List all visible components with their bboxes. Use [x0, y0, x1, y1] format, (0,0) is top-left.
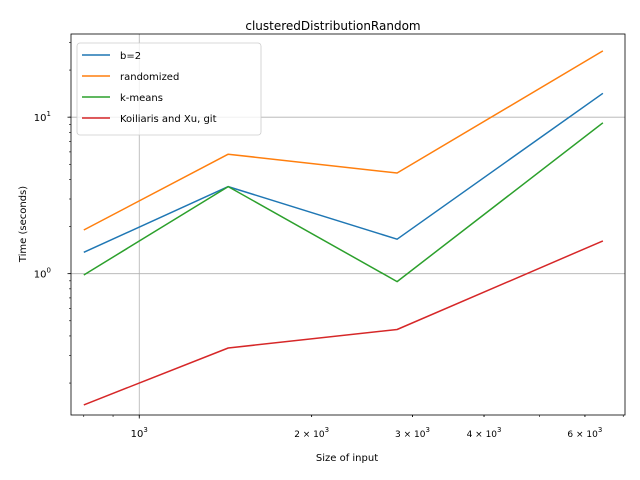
legend-label: randomized [120, 72, 179, 83]
x-tick-label: 4 × 103 [467, 426, 502, 440]
chart-title: clusteredDistributionRandom [245, 19, 420, 33]
x-tick-label: 6 × 103 [567, 426, 602, 440]
series-line-2 [83, 50, 604, 231]
plot-frame [70, 33, 626, 416]
series-group [83, 50, 604, 406]
y-tick-label: 100 [34, 267, 51, 281]
series-line-3 [83, 122, 604, 283]
series-line-1 [83, 92, 604, 253]
y-axis: 100 101 [34, 42, 71, 384]
x-axis: 103 2 × 103 3 × 103 4 × 103 6 × 103 [83, 415, 624, 440]
x-tick-label: 2 × 103 [294, 426, 329, 440]
legend-label: b=2 [120, 51, 141, 62]
x-tick-label: 3 × 103 [395, 426, 430, 440]
legend-label: k-means [120, 93, 163, 104]
x-tick-label: 103 [131, 426, 148, 440]
legend: b=2 randomized k-means Koiliaris and Xu, gi… [76, 42, 262, 136]
x-axis-label: Size of input [316, 453, 378, 464]
legend-box [76, 42, 262, 136]
y-tick-label: 101 [34, 110, 51, 124]
y-axis-label: Time (seconds) [18, 186, 29, 263]
series-line-4 [83, 240, 604, 406]
legend-label: Koiliaris and Xu, git [120, 114, 217, 125]
